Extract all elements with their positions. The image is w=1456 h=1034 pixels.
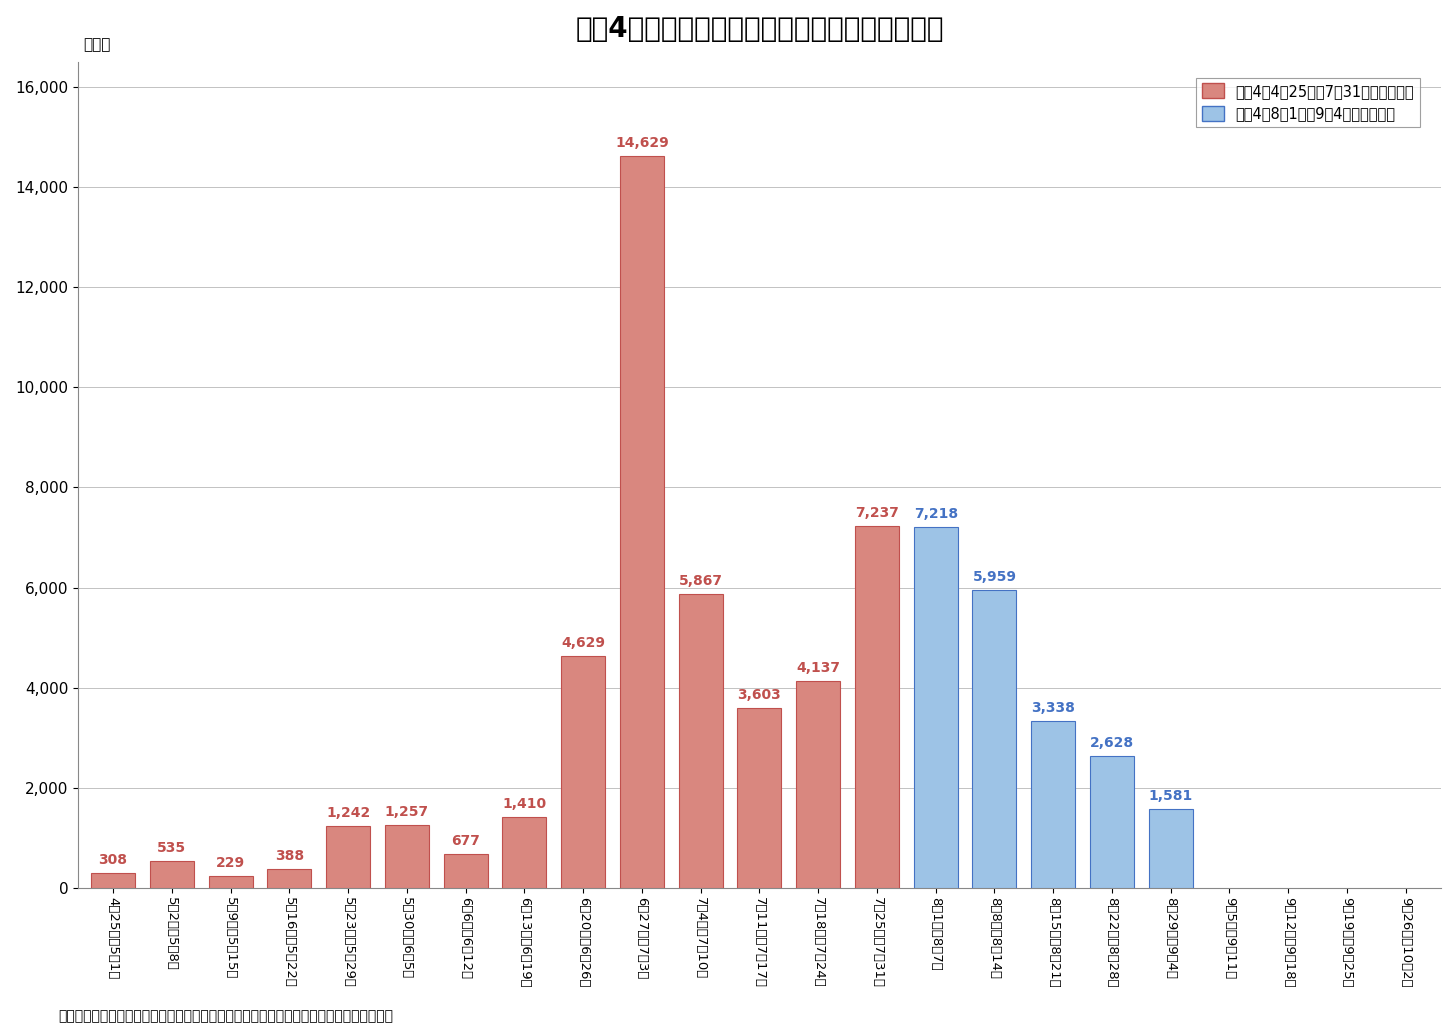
Text: 7,218: 7,218 (913, 507, 958, 521)
Bar (326, 826, 370, 888)
Text: 3,338: 3,338 (1031, 701, 1075, 714)
Text: 4,137: 4,137 (796, 661, 840, 675)
Legend: 令和4年4月25日～7月31日（確定値）, 令和4年8月1日～9月4日（速報値）: 令和4年4月25日～7月31日（確定値）, 令和4年8月1日～9月4日（速報値） (1197, 78, 1420, 127)
Bar (1031, 721, 1075, 888)
Text: 2,628: 2,628 (1091, 736, 1134, 751)
Bar (268, 869, 312, 888)
Text: 1,410: 1,410 (502, 797, 546, 812)
Text: 535: 535 (157, 842, 186, 855)
Bar (444, 854, 488, 888)
Text: 1,257: 1,257 (384, 805, 430, 819)
Text: （人）: （人） (84, 37, 111, 52)
Bar (678, 595, 722, 888)
Bar (561, 657, 606, 888)
Bar (1091, 757, 1134, 888)
Bar (92, 873, 135, 888)
Text: 5,959: 5,959 (973, 570, 1016, 583)
Text: 14,629: 14,629 (614, 135, 668, 150)
Bar (208, 877, 253, 888)
Text: 677: 677 (451, 834, 480, 848)
Bar (855, 525, 898, 888)
Text: 3,603: 3,603 (738, 688, 782, 702)
Bar (796, 680, 840, 888)
Bar (914, 526, 958, 888)
Text: 308: 308 (99, 852, 128, 866)
Bar (973, 589, 1016, 888)
Bar (384, 825, 430, 888)
Text: ＊速報値（青）の救急搬送人員は、後日修正されることもありますのでご了承ください。: ＊速報値（青）の救急搬送人員は、後日修正されることもありますのでご了承ください。 (58, 1009, 393, 1024)
Text: 4,629: 4,629 (561, 636, 606, 650)
Bar (502, 817, 546, 888)
Text: 1,242: 1,242 (326, 805, 370, 820)
Text: 229: 229 (215, 856, 245, 871)
Title: 令和4年熱中症による救急搬送状況（週別推移）: 令和4年熱中症による救急搬送状況（週別推移） (575, 16, 943, 43)
Bar (150, 861, 194, 888)
Text: 388: 388 (275, 849, 304, 862)
Bar (737, 707, 782, 888)
Text: 1,581: 1,581 (1149, 789, 1192, 802)
Bar (620, 156, 664, 888)
Text: 7,237: 7,237 (855, 506, 898, 520)
Bar (1149, 809, 1192, 888)
Text: 5,867: 5,867 (678, 574, 722, 588)
